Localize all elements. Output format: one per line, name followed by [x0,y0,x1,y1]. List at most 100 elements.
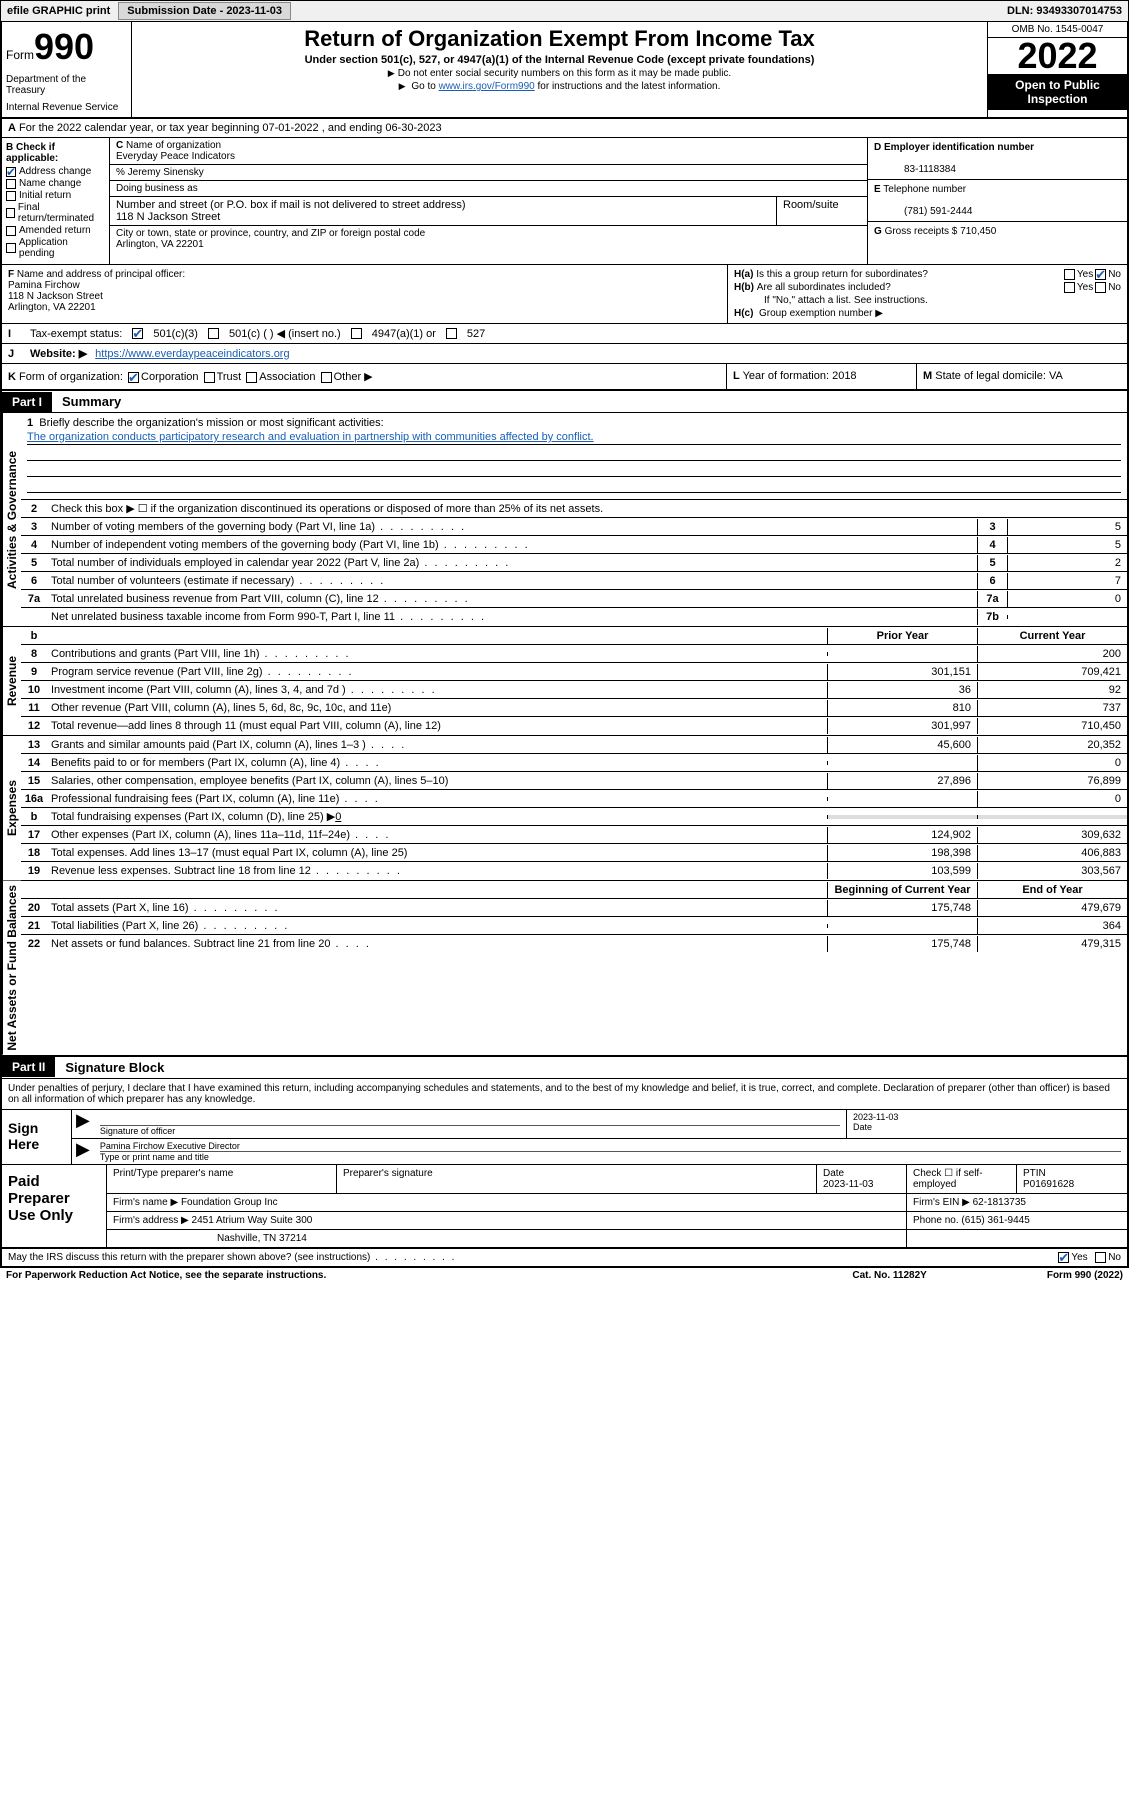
label-final-return: Final return/terminated [18,202,105,224]
form-note-1: Do not enter social security numbers on … [138,68,981,79]
part-1-label: Part I [2,392,52,412]
c14: 0 [977,755,1127,771]
officer-label: Name and address of principal officer: [17,269,185,280]
ein-value: 83-1118384 [874,164,956,175]
checkbox-501c3[interactable] [132,328,143,339]
letter-b: B [6,142,13,153]
ptin-value: P01691628 [1023,1179,1074,1190]
submission-date-button[interactable]: Submission Date - 2023-11-03 [118,2,291,20]
checkbox-other[interactable] [321,372,332,383]
p8 [827,652,977,656]
box-f: F Name and address of principal officer:… [2,265,727,323]
sign-here-label: Sign Here [2,1110,72,1164]
r10-text: Investment income (Part VIII, column (A)… [47,682,827,698]
letter-c: C [116,140,123,151]
top-bar: efile GRAPHIC print Submission Date - 20… [0,0,1129,22]
checkbox-initial-return[interactable] [6,191,16,201]
checkbox-address-change[interactable] [6,167,16,177]
dept-label: Department of the Treasury [6,74,127,96]
checkbox-name-change[interactable] [6,179,16,189]
tab-expenses: Expenses [2,736,21,880]
p18: 198,398 [827,845,977,861]
org-name: Everyday Peace Indicators [116,151,235,162]
checkbox-hb-yes[interactable] [1064,282,1075,293]
v4: 5 [1007,537,1127,553]
gross-value: 710,450 [960,226,996,237]
mission-text[interactable]: The organization conducts participatory … [27,431,594,443]
checkbox-assoc[interactable] [246,372,257,383]
hdr-b: b [21,628,47,644]
addr-label: Number and street (or P.O. box if mail i… [116,199,466,211]
checkbox-application-pending[interactable] [6,243,16,253]
efile-label: efile GRAPHIC print [1,5,116,17]
part-1-header: Part I Summary [0,391,1129,413]
c-name-label: Name of organization [126,140,221,151]
r16b-val: 0 [335,811,341,823]
dba-label: Doing business as [116,183,198,194]
checkbox-final-return[interactable] [6,208,15,218]
checkbox-discuss-yes[interactable] [1058,1252,1069,1263]
hdr-beginning: Beginning of Current Year [827,882,977,898]
p14 [827,761,977,765]
firm-addr1: 2451 Atrium Way Suite 300 [192,1215,313,1226]
letter-hb: H(b) [734,282,754,293]
p20: 175,748 [827,900,977,916]
firm-ein-label: Firm's EIN ▶ [913,1197,970,1208]
prep-date-label: Date [823,1168,844,1179]
firm-name: Foundation Group Inc [181,1197,278,1208]
part-2-label: Part II [2,1057,55,1077]
c18: 406,883 [977,845,1127,861]
label-amended-return: Amended return [19,225,91,236]
activities-governance-block: Activities & Governance 1 Briefly descri… [0,413,1129,627]
checkbox-corp[interactable] [128,372,139,383]
opt-assoc: Association [259,371,315,383]
c20: 479,679 [977,900,1127,916]
sig-date: 2023-11-03 [853,1112,1121,1122]
tab-net-assets: Net Assets or Fund Balances [2,881,21,1055]
form-header: Form990 Department of the Treasury Inter… [0,22,1129,119]
c13: 20,352 [977,737,1127,753]
letter-k: K [8,371,16,383]
tab-revenue: Revenue [2,627,21,735]
line-a: A For the 2022 calendar year, or tax yea… [0,119,1129,138]
box-h: H(a) Is this a group return for subordin… [727,265,1127,323]
city-state-zip: Arlington, VA 22201 [116,239,204,250]
r11-text: Other revenue (Part VIII, column (A), li… [47,700,827,716]
checkbox-discuss-no[interactable] [1095,1252,1106,1263]
checkbox-501c[interactable] [208,328,219,339]
p19: 103,599 [827,863,977,879]
letter-ha: H(a) [734,269,753,280]
dln-label: DLN: 93493307014753 [1001,5,1128,17]
checkbox-4947[interactable] [351,328,362,339]
opt-501c3: 501(c)(3) [153,328,198,340]
form-note-2: Go to www.irs.gov/Form990 for instructio… [138,81,981,92]
letter-hc: H(c) [734,308,753,319]
c22: 479,315 [977,936,1127,952]
letter-l: L [733,370,740,382]
hdr-end: End of Year [977,882,1127,898]
p15: 27,896 [827,773,977,789]
year-formation-value: 2018 [832,370,856,382]
paid-preparer-label: Paid Preparer Use Only [2,1165,107,1247]
section-klm: K Form of organization: Corporation Trus… [0,364,1129,391]
prep-date: 2023-11-03 [823,1179,873,1190]
discuss-yes: Yes [1071,1252,1087,1263]
section-fh: F Name and address of principal officer:… [0,265,1129,324]
checkbox-amended-return[interactable] [6,226,16,236]
checkbox-trust[interactable] [204,372,215,383]
discuss-row: May the IRS discuss this return with the… [0,1249,1129,1268]
form-subtitle: Under section 501(c), 527, or 4947(a)(1)… [138,54,981,66]
q4-text: Number of independent voting members of … [47,537,977,553]
pra-notice: For Paperwork Reduction Act Notice, see … [6,1270,326,1281]
website-link[interactable]: https://www.everdaypeaceindicators.org [95,348,289,360]
mission-block: 1 Briefly describe the organization's mi… [21,413,1127,499]
label-name-change: Name change [19,178,81,189]
r20-text: Total assets (Part X, line 16) [47,900,827,916]
checkbox-527[interactable] [446,328,457,339]
checkbox-ha-no[interactable] [1095,269,1106,280]
q5-text: Total number of individuals employed in … [47,555,977,571]
irs-gov-link[interactable]: www.irs.gov/Form990 [439,81,535,92]
checkbox-ha-yes[interactable] [1064,269,1075,280]
checkbox-hb-no[interactable] [1095,282,1106,293]
note2-pre: Go to [411,81,438,92]
